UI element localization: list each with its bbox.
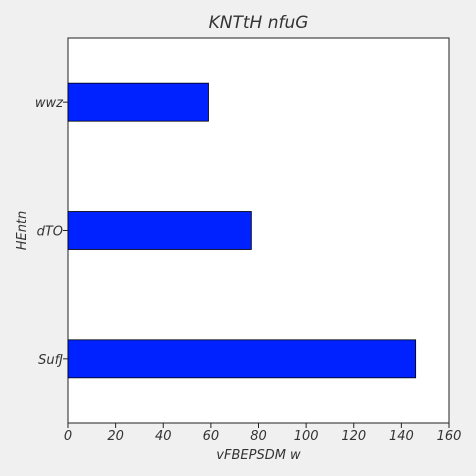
- bar-dTO: [67, 211, 252, 250]
- x-tick-label: 120: [341, 429, 366, 444]
- x-tick-label: 60: [203, 429, 220, 444]
- x-tick-label: 100: [294, 429, 319, 444]
- x-tick-label: 140: [389, 429, 414, 444]
- y-tick-label: wwz: [35, 96, 64, 111]
- x-axis-label: vFBEPSDM w: [216, 448, 301, 463]
- bars-group: [67, 82, 417, 379]
- y-tick-label: dTO: [37, 225, 63, 240]
- x-tick-label: 0: [64, 429, 72, 444]
- x-tick-label: 80: [250, 429, 267, 444]
- x-ticks-group: 0 20 40 60 80 100 120 140 160: [64, 423, 462, 444]
- x-tick-label: 40: [155, 429, 172, 444]
- x-tick-label: 160: [437, 429, 462, 444]
- x-tick-label: 20: [107, 429, 124, 444]
- y-ticks-group: wwz dTO SufJ: [35, 96, 68, 368]
- y-tick-label: SufJ: [38, 353, 63, 368]
- chart-title: KNTtH nfuG: [209, 13, 309, 33]
- bar-SufJ: [67, 339, 417, 379]
- y-axis-label: HEntn: [15, 211, 30, 251]
- bar-wwz: [67, 82, 209, 122]
